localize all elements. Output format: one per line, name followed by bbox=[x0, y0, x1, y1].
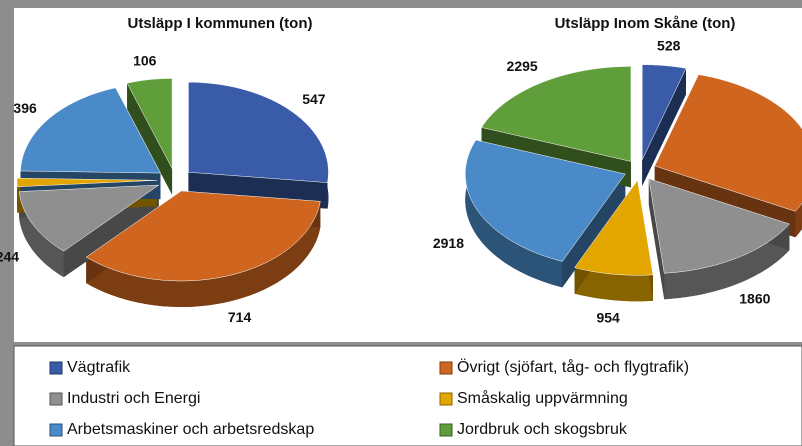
legend-swatch bbox=[49, 392, 63, 406]
pie-slice bbox=[85, 190, 321, 282]
data-label: 2918 bbox=[433, 235, 464, 251]
pie-slice bbox=[481, 66, 632, 162]
legend-label: Övrigt (sjöfart, tåg- och flygtrafik) bbox=[457, 358, 689, 376]
chart-title: Utsläpp Inom Skåne (ton) bbox=[555, 15, 736, 32]
pie-slice bbox=[188, 81, 329, 183]
data-label: 106 bbox=[133, 53, 157, 69]
data-label: 954 bbox=[596, 310, 620, 326]
pie-slice bbox=[641, 64, 687, 160]
legend-swatch bbox=[439, 361, 453, 375]
data-label: 244 bbox=[0, 249, 19, 265]
data-label: 2295 bbox=[507, 58, 538, 74]
legend-box bbox=[13, 345, 802, 446]
chart-title: Utsläpp I kommunen (ton) bbox=[128, 15, 313, 32]
pie-slice bbox=[648, 178, 790, 274]
legend-swatch bbox=[439, 423, 453, 437]
pie-slice bbox=[465, 139, 626, 262]
data-label: 528 bbox=[657, 37, 681, 53]
slice-side bbox=[648, 178, 665, 300]
slice-side bbox=[562, 174, 626, 288]
pie-slice bbox=[574, 179, 654, 276]
slice-side bbox=[127, 83, 173, 195]
legend-label: Jordbruk och skogsbruk bbox=[457, 421, 628, 438]
slice-side bbox=[642, 68, 687, 186]
pie-slice bbox=[654, 74, 802, 212]
legend-swatch bbox=[49, 423, 63, 437]
pie-slice bbox=[16, 177, 158, 188]
data-label: 714 bbox=[228, 309, 252, 325]
data-label: 1860 bbox=[739, 290, 770, 306]
legend-swatch bbox=[439, 392, 453, 406]
slice-side bbox=[574, 267, 653, 302]
legend-label: Industri och Energi bbox=[67, 390, 200, 407]
pie-slice bbox=[126, 78, 173, 169]
pie-slice bbox=[18, 184, 160, 252]
legend-label: Arbetsmaskiner och arbetsredskap bbox=[67, 421, 314, 438]
legend-label: Småskalig uppvärmning bbox=[457, 389, 628, 407]
legend-label: Vägtrafik bbox=[67, 359, 131, 376]
legend-swatch bbox=[49, 361, 63, 375]
data-label: 547 bbox=[302, 91, 326, 107]
data-label: 396 bbox=[13, 100, 37, 116]
pie-slice bbox=[20, 87, 161, 174]
slice-side bbox=[86, 201, 321, 307]
